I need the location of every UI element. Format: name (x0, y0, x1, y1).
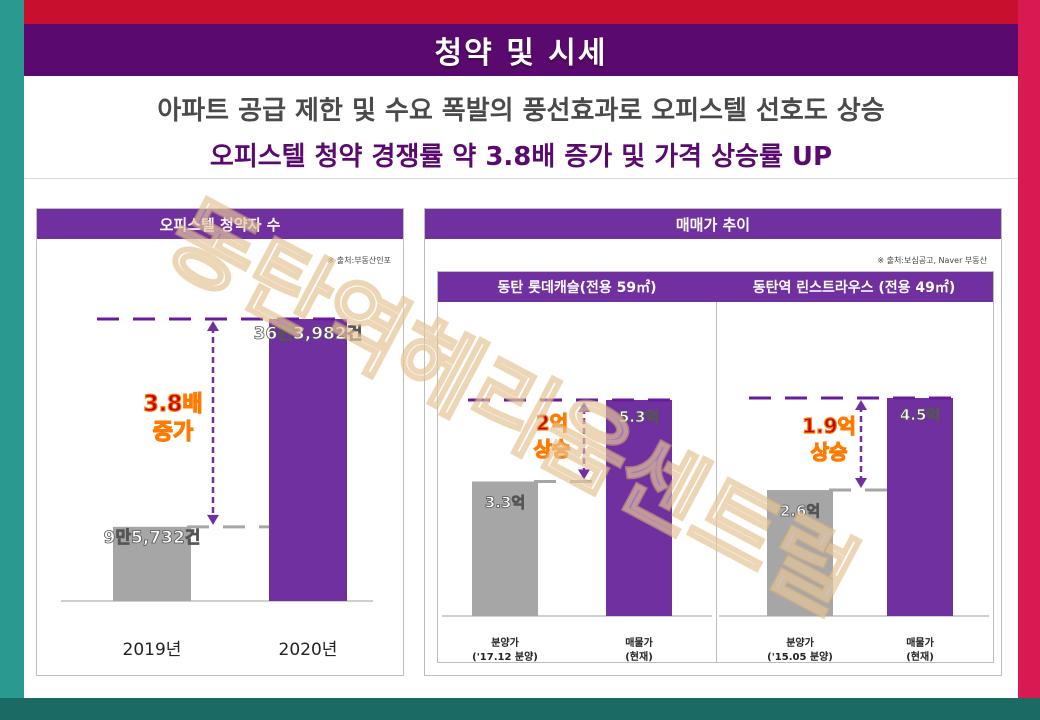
price-trend-panel-title: 매매가 추이 (675, 215, 751, 234)
frame-top (0, 0, 1040, 24)
category-label-0: ('17.12 분양) (472, 651, 538, 662)
arrow-head-up (578, 402, 590, 412)
arrow-head-down (855, 478, 867, 489)
title-banner: 청약 및 시세 (24, 24, 1018, 76)
category-label-0: ('15.05 분양) (767, 651, 833, 662)
lotte-castle-header: 동탄 롯데캐슬(전용 59㎡) (438, 272, 716, 302)
category-label-1: 매물가 (625, 636, 653, 649)
data-label-1: 4.5억 (900, 406, 940, 424)
source-note: ※ 출처:보심공고, Naver 부동산 (877, 256, 987, 265)
data-label-1: 36만3,982건 (254, 324, 363, 344)
category-label-1: 매물가 (906, 636, 934, 649)
source-note: ※ 출처:부동산인포 (327, 256, 391, 265)
category-label-1: (현재) (625, 650, 653, 662)
annotation-text: 상승 (534, 437, 571, 461)
frame-left (0, 0, 24, 720)
arrow-head-down (578, 469, 590, 480)
arrow-head-down (207, 514, 219, 525)
annotation-text: 2억 (536, 411, 568, 435)
headline-1: 아파트 공급 제한 및 수요 폭발의 풍선효과로 오피스텔 선호도 상승 (157, 96, 885, 126)
frame-bottom (0, 698, 1040, 720)
annotation-text: 증가 (153, 420, 193, 445)
bar-1 (887, 398, 953, 616)
slide: 청약 및 시세 아파트 공급 제한 및 수요 폭발의 풍선효과로 오피스텔 선호… (24, 24, 1018, 698)
category-label-0: 2019년 (123, 640, 182, 660)
bar-1 (269, 319, 347, 601)
category-label-0: 분양가 (786, 636, 814, 649)
headline-2: 오피스텔 청약 경쟁률 약 3.8배 증가 및 가격 상승률 UP (209, 142, 833, 172)
bar-0 (767, 490, 833, 616)
divider (24, 178, 1018, 179)
annotation-text: 상승 (811, 440, 848, 464)
category-label-1: (현재) (906, 650, 934, 662)
arrow-head-up (855, 400, 867, 410)
linstraus-title: 동탄역 린스트라우스 (전용 49㎡) (752, 280, 956, 296)
page-title: 청약 및 시세 (434, 36, 608, 71)
price-trend-panel-header: 매매가 추이 (425, 209, 1001, 239)
bar-0 (472, 481, 538, 616)
data-label-0: 3.3억 (485, 494, 525, 512)
data-label-0: 2.6억 (780, 502, 820, 520)
lotte-castle-title: 동탄 롯데캐슬(전용 59㎡) (497, 280, 657, 296)
frame-right (1018, 0, 1040, 720)
bar-1 (606, 400, 672, 616)
data-label-1: 5.3억 (619, 408, 659, 426)
category-label-0: 분양가 (491, 636, 519, 649)
subscribers-panel: 오피스텔 청약자 수 ※ 출처:부동산인포 9만5,732건 2019년 36만3,… (36, 208, 404, 676)
arrow-head-up (207, 321, 219, 331)
bar-0 (113, 526, 191, 601)
subscribers-panel-header: 오피스텔 청약자 수 (37, 209, 403, 239)
subscribers-panel-title: 오피스텔 청약자 수 (159, 215, 281, 234)
annotation-text: 3.8배 (143, 392, 202, 417)
linstraus-header: 동탄역 린스트라우스 (전용 49㎡) (715, 272, 993, 302)
price-trend-panel: 매매가 추이 ※ 출처:보심공고, Naver 부동산 동탄 롯데캐슬(전용 5… (424, 208, 1002, 676)
annotation-text: 1.9억 (802, 414, 856, 438)
category-label-1: 2020년 (279, 640, 338, 660)
data-label-0: 9만5,732건 (104, 528, 201, 548)
